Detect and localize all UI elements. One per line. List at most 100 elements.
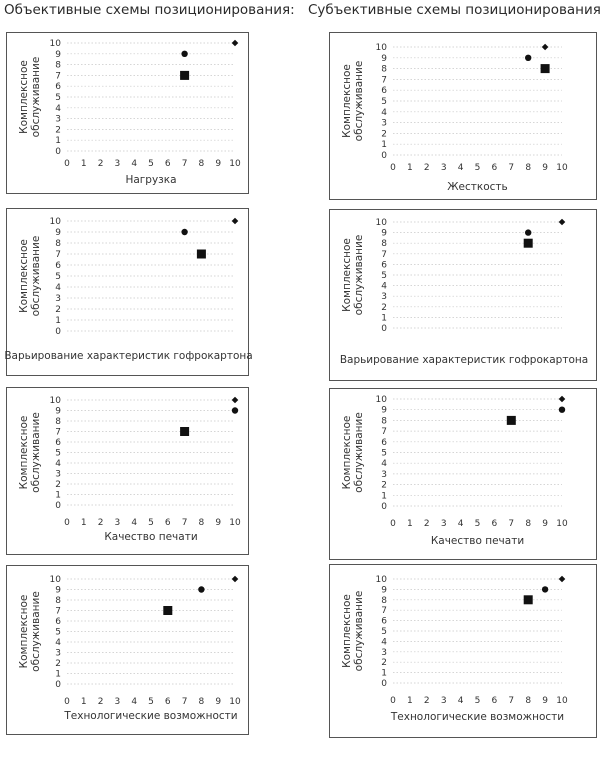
y-tick-label: 2 (55, 125, 61, 135)
square-marker (180, 70, 190, 80)
x-tick-label: 6 (165, 159, 171, 169)
x-tick-label: 9 (542, 696, 548, 706)
y-tick-label: 5 (55, 449, 61, 459)
y-tick-label: 1 (381, 491, 387, 501)
chart-panel-tech-objective: 0 1 2 3 4 5 6 7 8 9 10 0 1 2 3 4 5 6 7 8 9 10 Комплексноеобслу… (6, 565, 249, 735)
y-tick-label: 4 (55, 638, 61, 648)
y-tick-label: 0 (381, 679, 387, 689)
y-tick-label: 3 (381, 119, 387, 129)
y-tick-label: 0 (55, 147, 61, 157)
y-axis-label-line: обслуживание (30, 236, 42, 317)
y-tick-label: 2 (55, 659, 61, 669)
y-axis-label: Комплексноеобслуживание (18, 57, 42, 138)
y-axis-label-line: Комплексное (18, 416, 30, 490)
y-tick-label: 9 (381, 406, 387, 416)
y-tick-label: 9 (381, 229, 387, 239)
x-tick-label: 10 (229, 518, 241, 528)
x-tick-label: 8 (525, 163, 531, 173)
circle-marker (525, 54, 532, 61)
x-tick-label: 4 (458, 696, 464, 706)
y-tick-label: 3 (381, 470, 387, 480)
y-tick-label: 9 (381, 54, 387, 64)
y-tick-label: 5 (55, 272, 61, 282)
x-tick-label: 7 (182, 697, 188, 707)
x-tick-label: 3 (115, 518, 121, 528)
y-axis-label-line: обслуживание (30, 412, 42, 493)
y-tick-label: 6 (381, 86, 387, 96)
y-axis-label-line: обслуживание (30, 591, 42, 672)
x-tick-label: 6 (492, 696, 498, 706)
x-tick-label: 1 (81, 159, 87, 169)
y-tick-label: 4 (381, 459, 387, 469)
x-tick-label: 0 (390, 696, 396, 706)
y-axis-label: Комплексноеобслуживание (341, 61, 365, 142)
x-tick-label: 0 (390, 163, 396, 173)
x-tick-label: 1 (81, 518, 87, 528)
y-axis-label-line: обслуживание (353, 591, 365, 672)
x-tick-label: 8 (525, 519, 531, 529)
y-tick-label: 5 (55, 628, 61, 638)
y-tick-label: 7 (55, 71, 61, 81)
y-tick-label: 3 (381, 648, 387, 658)
y-tick-label: 5 (381, 97, 387, 107)
y-tick-label: 0 (55, 327, 61, 337)
x-tick-label: 10 (556, 519, 568, 529)
circle-marker (181, 50, 188, 57)
y-axis-label: Комплексноеобслуживание (18, 236, 42, 317)
y-axis-label-line: Комплексное (18, 595, 30, 669)
y-tick-label: 3 (381, 292, 387, 302)
y-tick-label: 10 (50, 39, 62, 49)
circle-marker (231, 407, 239, 414)
y-tick-label: 5 (55, 93, 61, 103)
x-tick-label: 2 (424, 696, 430, 706)
y-axis-label-line: Комплексное (18, 239, 30, 313)
x-axis-label: Нагрузка (125, 174, 176, 186)
x-tick-label: 8 (199, 518, 205, 528)
x-tick-label: 5 (148, 518, 154, 528)
y-tick-label: 7 (381, 75, 387, 85)
x-tick-label: 4 (458, 519, 464, 529)
y-tick-label: 1 (55, 670, 61, 680)
square-marker (523, 238, 533, 248)
y-tick-label: 10 (50, 575, 62, 585)
x-tick-label: 6 (492, 519, 498, 529)
chart-panel-print-subjective: 0 1 2 3 4 5 6 7 8 9 10 0 1 2 3 4 5 6 7 8 9 10 Комплексноеобслу… (329, 388, 597, 560)
y-tick-label: 4 (381, 282, 387, 292)
x-tick-label: 10 (229, 159, 241, 169)
y-axis-label: Комплексноеобслуживание (18, 412, 42, 493)
y-tick-label: 5 (381, 627, 387, 637)
y-tick-label: 4 (381, 637, 387, 647)
x-tick-label: 3 (441, 163, 447, 173)
x-tick-label: 2 (98, 518, 104, 528)
y-tick-label: 3 (55, 470, 61, 480)
y-axis-label: Комплексноеобслуживание (341, 591, 365, 672)
diamond-marker (231, 396, 239, 404)
y-tick-label: 9 (381, 585, 387, 595)
y-tick-label: 9 (55, 50, 61, 60)
x-tick-label: 4 (131, 159, 137, 169)
x-tick-label: 5 (148, 159, 154, 169)
chart-panel-variation-subjective: 0 1 2 3 4 5 6 7 8 9 10 Комплексноеобслуживание Варьи… (329, 209, 597, 381)
diamond-marker (231, 39, 239, 47)
y-tick-label: 0 (381, 324, 387, 334)
x-tick-label: 9 (215, 518, 221, 528)
y-tick-label: 1 (55, 136, 61, 146)
y-axis-label: Комплексноеобслуживание (341, 412, 365, 493)
y-tick-label: 8 (55, 417, 61, 427)
y-tick-label: 8 (381, 65, 387, 75)
x-axis-label: Технологические возможности (63, 710, 237, 722)
y-axis-label-line: обслуживание (353, 412, 365, 493)
x-tick-label: 1 (407, 519, 413, 529)
y-tick-label: 2 (381, 658, 387, 668)
chart-panel-stiffness-subjective: 0 1 2 3 4 5 6 7 8 9 10 0 1 2 3 4 5 6 7 8 9 10 Комплексноеобслу… (329, 32, 597, 200)
x-tick-label: 10 (556, 696, 568, 706)
y-tick-label: 7 (381, 250, 387, 260)
square-marker (540, 64, 550, 74)
y-axis-label-line: обслуживание (353, 235, 365, 316)
x-axis-label: Варьирование характеристик гофрокартона (4, 350, 252, 362)
y-tick-label: 10 (50, 396, 62, 406)
y-tick-label: 10 (376, 575, 388, 585)
